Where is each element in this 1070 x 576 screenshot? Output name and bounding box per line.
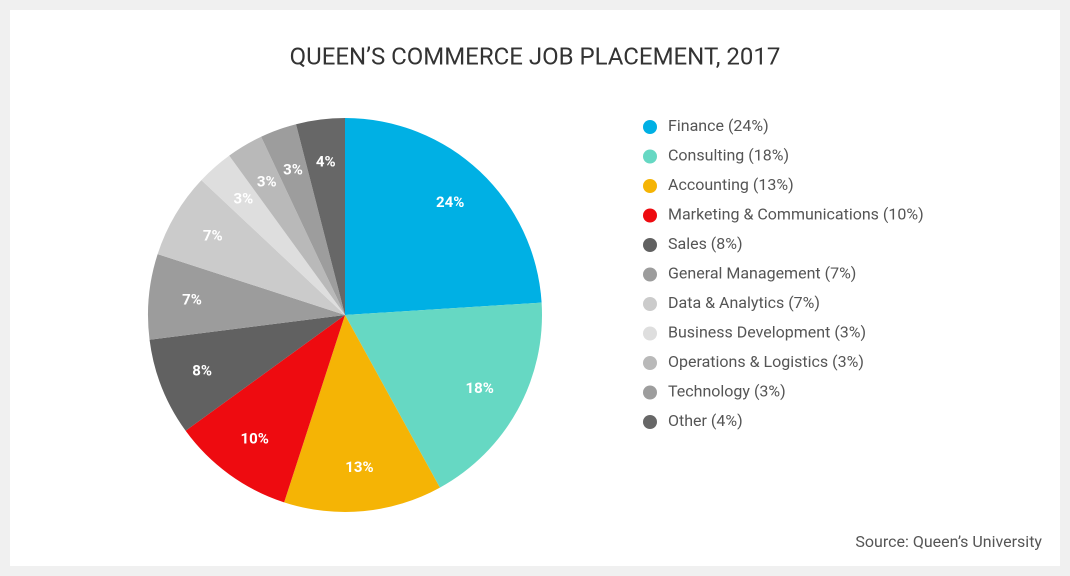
pie-slice	[149, 315, 345, 431]
legend-label: Accounting (13%)	[668, 175, 794, 194]
value-label: 10%	[241, 429, 269, 447]
value-label: 8%	[192, 362, 212, 380]
value-label: 4%	[316, 153, 336, 171]
legend-label: Marketing & Communications (10%)	[668, 205, 924, 224]
legend-marker	[643, 297, 657, 311]
pie-slice	[201, 155, 345, 315]
legend-label: Other (4%)	[668, 411, 743, 430]
value-label: 3%	[234, 190, 254, 208]
legend-marker	[643, 208, 657, 223]
value-label: 3%	[283, 160, 303, 178]
value-label: 3%	[257, 173, 277, 191]
legend-marker	[643, 326, 657, 341]
legend-label: Operations & Logistics (3%)	[668, 352, 864, 371]
pie-slice	[345, 302, 542, 488]
legend-marker	[643, 385, 657, 400]
pie-slice	[229, 136, 345, 315]
legend-marker	[643, 179, 657, 193]
value-label: 24%	[436, 193, 464, 211]
source: Source: Queen’s University	[855, 532, 1042, 551]
legend-label: Sales (8%)	[668, 234, 743, 253]
value-label: 18%	[465, 379, 493, 397]
legend-marker	[643, 356, 657, 370]
chart-title: QUEEN’S COMMERCE JOB PLACEMENT, 2017	[290, 42, 781, 70]
value-label: 7%	[203, 227, 223, 245]
legend-label: Finance (24%)	[668, 116, 769, 135]
legend-marker	[643, 238, 657, 252]
legend-label: Business Development (3%)	[668, 323, 866, 342]
value-label: 7%	[182, 291, 202, 309]
legend-marker	[643, 120, 657, 134]
pie-slice	[157, 180, 345, 315]
pie-slice	[185, 315, 345, 503]
pie-slice	[345, 118, 542, 315]
legend-label: Data & Analytics (7%)	[668, 293, 820, 312]
value-label: 13%	[345, 458, 373, 476]
pie-slice	[261, 124, 345, 315]
pie-slice	[284, 315, 440, 513]
legend-label: Consulting (18%)	[668, 146, 789, 165]
legend-marker	[643, 149, 657, 164]
legend-marker	[643, 415, 657, 429]
pie-slice	[296, 118, 345, 315]
legend-label: General Management (7%)	[668, 264, 856, 283]
legend-label: Technology (3%)	[668, 382, 786, 401]
legend-marker	[643, 267, 657, 282]
pie-slice	[148, 254, 345, 340]
